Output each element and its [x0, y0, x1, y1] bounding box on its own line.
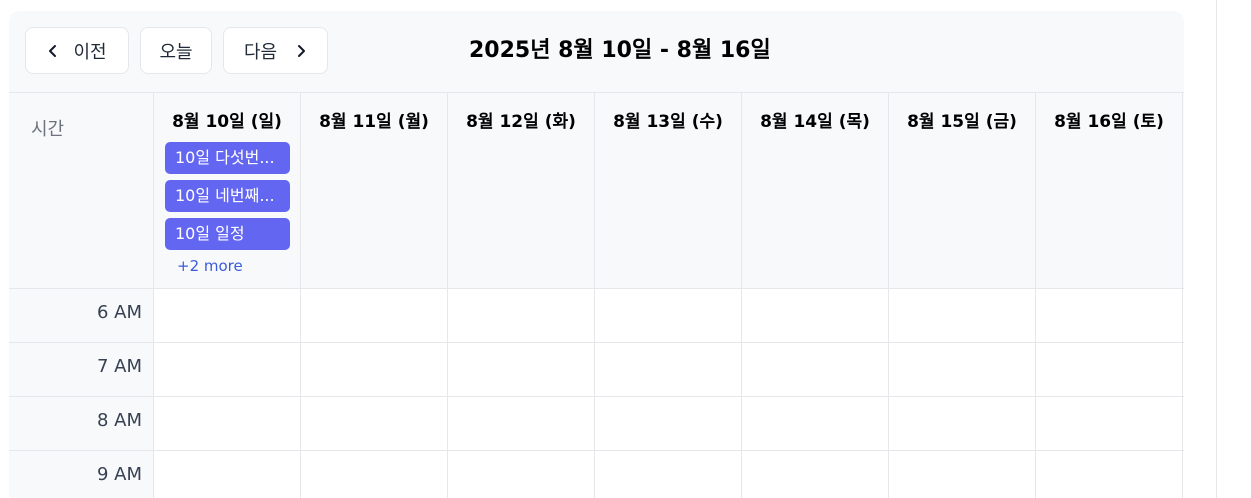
- event-chip[interactable]: 10일 네번째...: [165, 180, 290, 212]
- time-slot[interactable]: [154, 289, 301, 343]
- day-header-label: 8월 12일 (화): [466, 112, 576, 132]
- event-chip[interactable]: 10일 다섯번...: [165, 142, 290, 174]
- calendar-toolbar: 이전 오늘 다음 2025년 8월 10일 - 8월 16일: [9, 11, 1184, 92]
- day-column-tue[interactable]: 8월 12일 (화): [448, 93, 595, 289]
- time-slot[interactable]: [595, 289, 742, 343]
- time-slot[interactable]: [1036, 451, 1183, 498]
- day-column-thu[interactable]: 8월 14일 (목): [742, 93, 889, 289]
- hour-row: 6 AM: [9, 288, 1184, 343]
- time-column-header: 시간: [9, 93, 154, 289]
- hour-row: 8 AM: [9, 396, 1184, 451]
- time-slot[interactable]: [448, 451, 595, 498]
- hour-row: 9 AM: [9, 450, 1184, 498]
- scrollbar-divider: [1216, 0, 1217, 498]
- day-header-label: 8월 15일 (금): [907, 112, 1017, 132]
- today-button[interactable]: 오늘: [140, 27, 212, 74]
- time-slot[interactable]: [301, 289, 448, 343]
- hour-label-cell: 7 AM: [9, 343, 154, 397]
- day-column-mon[interactable]: 8월 11일 (월): [301, 93, 448, 289]
- time-slot[interactable]: [889, 397, 1036, 451]
- day-header-label: 8월 16일 (토): [1054, 112, 1164, 132]
- time-slot[interactable]: [742, 343, 889, 397]
- time-slot[interactable]: [742, 397, 889, 451]
- time-slot[interactable]: [448, 343, 595, 397]
- time-slot[interactable]: [154, 343, 301, 397]
- day-header-label: 8월 13일 (수): [613, 112, 723, 132]
- time-grid: 6 AM 7 AM 8 AM: [9, 288, 1184, 498]
- time-slot[interactable]: [448, 397, 595, 451]
- time-slot[interactable]: [154, 397, 301, 451]
- hour-label: 7 AM: [96, 356, 142, 377]
- day-header-label: 8월 10일 (일): [172, 112, 282, 132]
- time-slot[interactable]: [1036, 289, 1183, 343]
- prev-week-label: 이전: [73, 41, 107, 63]
- time-slot[interactable]: [889, 289, 1036, 343]
- day-column-wed[interactable]: 8월 13일 (수): [595, 93, 742, 289]
- hour-label: 9 AM: [96, 464, 142, 485]
- hour-label-cell: 6 AM: [9, 289, 154, 343]
- hour-label-cell: 8 AM: [9, 397, 154, 451]
- calendar-header-row: 시간 8월 10일 (일) 10일 다섯번... 10일 네번째... 10일 …: [9, 92, 1184, 289]
- next-week-label: 다음: [243, 41, 278, 63]
- hour-row: 7 AM: [9, 342, 1184, 397]
- day-column-sun[interactable]: 8월 10일 (일) 10일 다섯번... 10일 네번째... 10일 일정 …: [154, 93, 301, 289]
- week-range-title: 2025년 8월 10일 - 8월 16일: [469, 38, 771, 63]
- time-slot[interactable]: [301, 343, 448, 397]
- time-slot[interactable]: [742, 451, 889, 498]
- chevron-right-icon: [295, 44, 307, 58]
- time-slot[interactable]: [1036, 343, 1183, 397]
- time-slot[interactable]: [301, 451, 448, 498]
- hour-label: 6 AM: [96, 302, 142, 323]
- time-slot[interactable]: [889, 343, 1036, 397]
- time-slot[interactable]: [889, 451, 1036, 498]
- time-slot[interactable]: [595, 397, 742, 451]
- week-calendar: 이전 오늘 다음 2025년 8월 10일 - 8월 16일 시간 8월 10일…: [9, 11, 1184, 498]
- event-chip[interactable]: 10일 일정: [165, 218, 290, 250]
- prev-week-button[interactable]: 이전: [25, 27, 129, 74]
- time-column-label: 시간: [31, 119, 65, 140]
- chevron-left-icon: [47, 44, 59, 58]
- time-slot[interactable]: [595, 343, 742, 397]
- today-label: 오늘: [159, 41, 193, 63]
- hour-label-cell: 9 AM: [9, 451, 154, 498]
- time-slot[interactable]: [448, 289, 595, 343]
- time-slot[interactable]: [154, 451, 301, 498]
- time-slot[interactable]: [742, 289, 889, 343]
- time-slot[interactable]: [1036, 397, 1183, 451]
- time-slot[interactable]: [595, 451, 742, 498]
- next-week-button[interactable]: 다음: [223, 27, 328, 74]
- day-header-label: 8월 14일 (목): [760, 112, 870, 132]
- time-slot[interactable]: [301, 397, 448, 451]
- day-column-fri[interactable]: 8월 15일 (금): [889, 93, 1036, 289]
- day-header-label: 8월 11일 (월): [319, 112, 429, 132]
- hour-label: 8 AM: [96, 410, 142, 431]
- more-events-link[interactable]: +2 more: [177, 257, 243, 275]
- day-column-sat[interactable]: 8월 16일 (토): [1036, 93, 1183, 289]
